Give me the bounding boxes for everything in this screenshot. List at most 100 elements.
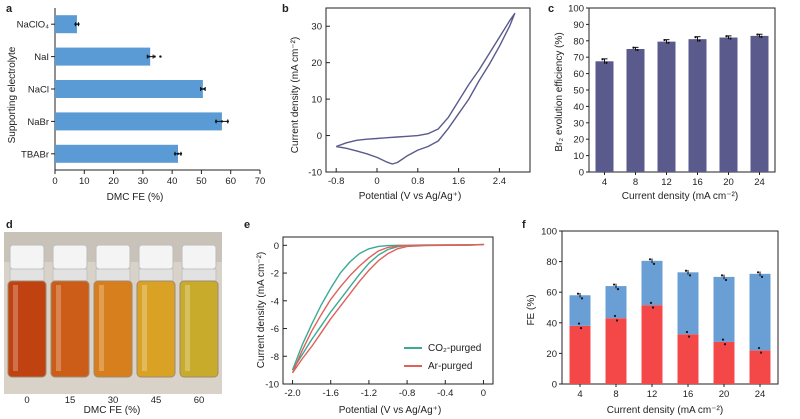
data-point (159, 55, 162, 58)
data-point (723, 343, 727, 346)
y-tick-label: 80 (573, 36, 584, 47)
vial-highlight (142, 285, 147, 371)
data-point (698, 39, 701, 42)
panel-letter-c: c (548, 3, 554, 15)
cv-line (335, 12, 516, 165)
legend-label-co2: CO₂-purged (428, 343, 481, 354)
data-point (648, 258, 652, 261)
category-label: NaClO₄ (17, 20, 50, 31)
panel-b-ylabel: Current density (mA cm⁻²) (290, 37, 301, 153)
data-point (77, 23, 80, 26)
bar (55, 47, 151, 66)
data-point (724, 278, 728, 282)
data-point (576, 292, 580, 295)
bar-lower (605, 318, 627, 384)
vial-cap (138, 244, 174, 270)
y-tick-label: 0 (552, 380, 557, 391)
y-tick-label: 80 (546, 257, 557, 268)
y-tick-label: 60 (573, 69, 584, 80)
panel-c-ylabel: Br₂ evolution efficiency (%) (554, 32, 565, 151)
y-tick-label: -10 (308, 168, 322, 179)
vial-highlight (99, 285, 104, 371)
panel-f-ylabel: FE (%) (526, 294, 537, 325)
x-tick-label: 4 (577, 389, 582, 400)
x-tick-label: -0.8 (399, 388, 415, 399)
x-tick-label: 24 (755, 389, 766, 400)
axis-frame (282, 236, 494, 385)
x-tick-label: 0 (52, 176, 57, 187)
panel-letter-f: f (522, 219, 526, 231)
y-tick-label: 0 (317, 131, 322, 142)
y-tick-label: 30 (311, 22, 322, 33)
vial-liquid (50, 280, 90, 378)
category-label: TBABr (21, 149, 49, 160)
data-point (203, 87, 206, 91)
x-tick-label: 10 (79, 176, 90, 187)
data-point (214, 120, 218, 123)
y-tick-label: 0 (274, 241, 279, 252)
x-tick-label: 60 (225, 176, 236, 187)
data-point (720, 274, 724, 277)
vial-label: 45 (151, 395, 162, 406)
data-point (636, 48, 639, 52)
x-tick-label: 1.6 (452, 176, 465, 187)
bar (55, 112, 222, 131)
category-label: NaCl (28, 85, 49, 96)
data-point (756, 271, 760, 274)
data-point (687, 335, 691, 338)
x-tick-label: 20 (108, 176, 119, 187)
bar-upper (605, 286, 627, 319)
vial-liquid (93, 280, 133, 378)
x-tick-label: 8 (613, 389, 618, 400)
panel-letter-e: e (244, 219, 250, 231)
data-point (200, 87, 203, 91)
y-tick-label: 30 (573, 118, 584, 129)
x-tick-label: -1.6 (323, 388, 339, 399)
axis-frame (561, 230, 779, 385)
x-tick-label: -0.8 (328, 176, 344, 187)
vial-neck (52, 268, 88, 282)
x-tick-label: -0.4 (437, 388, 453, 399)
panel-e-xlabel: Potential (V vs Ag/Ag⁺) (339, 405, 442, 416)
data-point (615, 319, 619, 322)
data-point (74, 23, 77, 26)
y-tick-label: 90 (573, 20, 584, 31)
x-tick-label: 24 (754, 177, 765, 188)
panel-e-plot: -2.0 -1.6 -1.2 -0.8 -0.4 0 -10 -8 -6 -4 -2 0 (265, 236, 494, 399)
data-point (721, 338, 725, 341)
data-point (756, 33, 759, 36)
bar (626, 49, 645, 172)
bar-upper (641, 260, 663, 306)
data-point (632, 46, 635, 49)
data-point (649, 301, 653, 305)
vial-label: 60 (194, 395, 205, 406)
x-tick-label: 16 (692, 177, 703, 188)
bar-upper (677, 272, 699, 335)
panel-c-xlabel: Current density (mA cm⁻²) (622, 191, 738, 202)
bar (55, 144, 178, 163)
bar-lower (569, 325, 591, 384)
panel-b-xlabel: Potential (V vs Ag/Ag⁺) (359, 191, 462, 202)
x-tick-label: 30 (138, 176, 149, 187)
bar (719, 37, 738, 172)
data-point (685, 330, 689, 334)
bar-lower (677, 334, 699, 384)
y-tick-label: -6 (271, 324, 279, 335)
vial-highlight (185, 285, 190, 371)
data-point (176, 152, 180, 155)
x-tick-label: 50 (196, 176, 207, 187)
data-point (579, 327, 583, 330)
y-tick-label: 70 (573, 53, 584, 64)
data-point (684, 269, 688, 272)
vial-label: 30 (108, 395, 119, 406)
panel-f-plot: 0 20 40 60 80 100 4 8 12 16 20 24 (541, 227, 779, 400)
panel-letter-b: b (282, 3, 289, 15)
data-point (577, 322, 581, 325)
y-tick-label: 40 (573, 102, 584, 113)
vial-label: 0 (24, 395, 29, 406)
y-tick-label: 50 (573, 86, 584, 97)
vial-liquid (136, 280, 176, 378)
bar-upper (569, 295, 591, 326)
y-tick-label: 20 (546, 349, 557, 360)
x-tick-label: 70 (255, 176, 266, 187)
